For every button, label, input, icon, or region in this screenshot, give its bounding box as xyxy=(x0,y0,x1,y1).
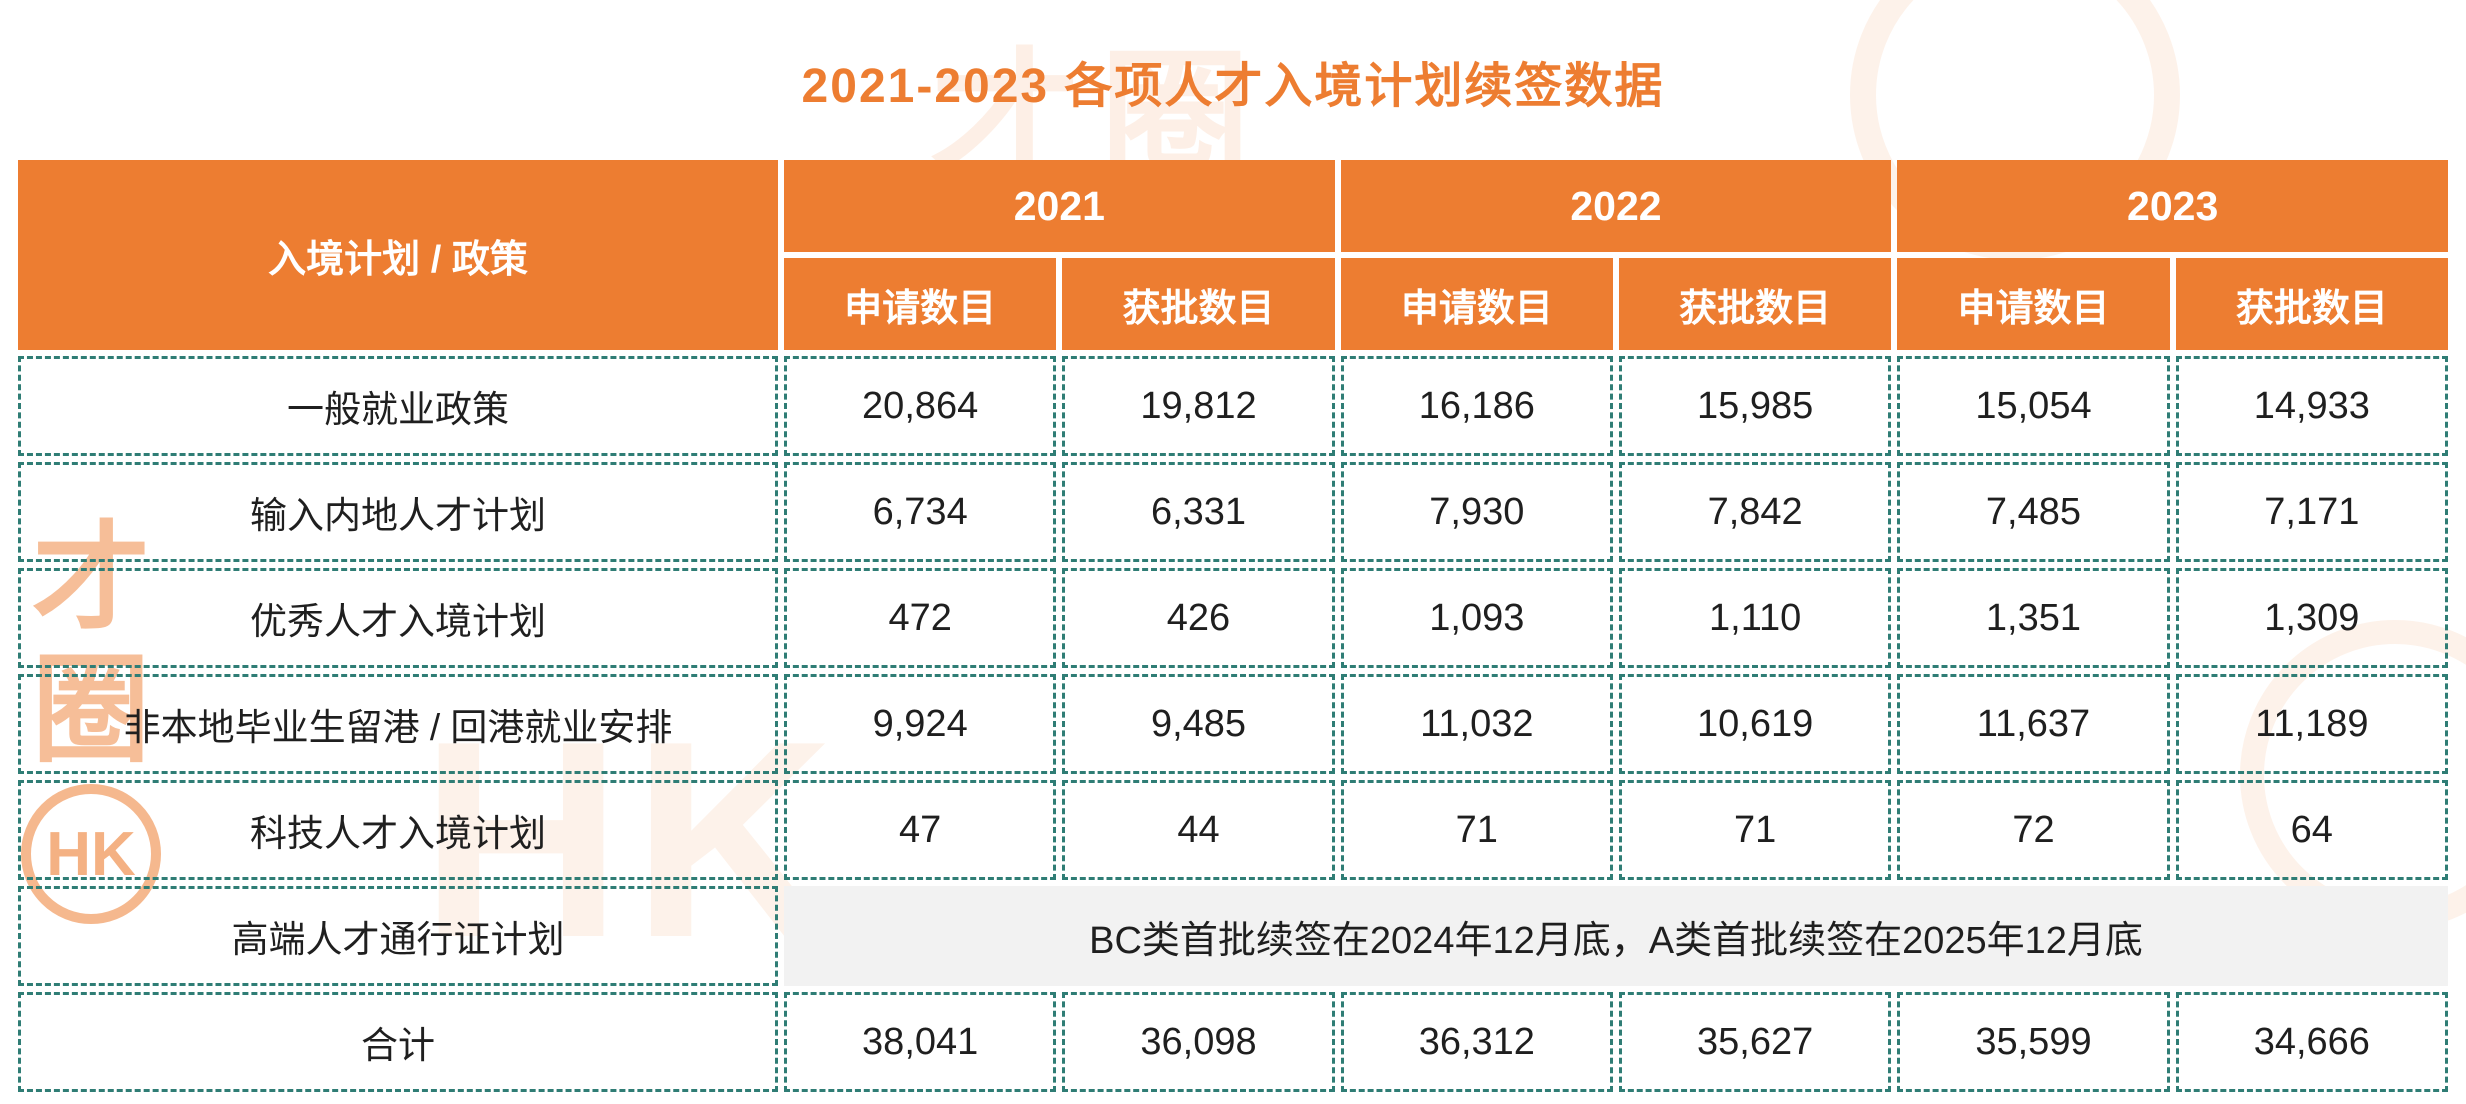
subheader-row: 申请数目 获批数目 申请数目 获批数目 申请数目 获批数目 xyxy=(18,258,2448,350)
value-cell: 44 xyxy=(1062,780,1335,880)
value-cell: 472 xyxy=(784,568,1057,668)
row-label: 高端人才通行证计划 xyxy=(18,886,778,986)
value-cell: 1,110 xyxy=(1618,568,1892,668)
value-cell: 47 xyxy=(784,780,1057,880)
data-table: 入境计划 / 政策 2021 2022 2023 申请数目 获批数目 申请数目 获批数… xyxy=(12,154,2454,1098)
header-2021-applications: 申请数目 xyxy=(784,258,1057,350)
value-cell: 7,930 xyxy=(1340,462,1613,562)
page-title: 2021-2023 各项人才入境计划续签数据 xyxy=(801,60,1665,113)
value-cell: 7,171 xyxy=(2175,462,2448,562)
value-cell: 426 xyxy=(1062,568,1335,668)
value-cell: 6,331 xyxy=(1062,462,1335,562)
row-label: 非本地毕业生留港 / 回港就业安排 xyxy=(18,674,778,774)
value-cell: 36,098 xyxy=(1062,992,1335,1092)
value-cell: 35,599 xyxy=(1897,992,2170,1092)
value-cell: 9,924 xyxy=(784,674,1057,774)
year-header-row: 入境计划 / 政策 2021 2022 2023 xyxy=(18,160,2448,350)
value-cell: 71 xyxy=(1340,780,1613,880)
value-cell: 11,189 xyxy=(2175,674,2448,774)
table-row: 科技人才入境计划 47 44 71 71 72 64 xyxy=(18,780,2448,880)
header-2022-applications: 申请数目 xyxy=(1340,258,1613,350)
value-cell: 36,312 xyxy=(1340,992,1613,1092)
value-cell: 19,812 xyxy=(1062,356,1335,456)
value-cell: 35,627 xyxy=(1618,992,1892,1092)
value-cell: 15,054 xyxy=(1897,356,2170,456)
row-label: 合计 xyxy=(18,992,778,1092)
value-cell: 11,637 xyxy=(1897,674,2170,774)
table-body: 一般就业政策 20,864 19,812 16,186 15,985 15,054 14,9… xyxy=(18,356,2448,1092)
header-year-2022: 2022 xyxy=(1340,160,1892,252)
total-row: 合计 38,041 36,098 36,312 35,627 35,599 34,666 xyxy=(18,992,2448,1092)
value-cell: 10,619 xyxy=(1618,674,1892,774)
value-cell: 6,734 xyxy=(784,462,1057,562)
value-cell: 7,485 xyxy=(1897,462,2170,562)
value-cell: 64 xyxy=(2175,780,2448,880)
value-cell: 7,842 xyxy=(1618,462,1892,562)
header-2021-approvals: 获批数目 xyxy=(1062,258,1335,350)
row-label: 一般就业政策 xyxy=(18,356,778,456)
value-cell: 14,933 xyxy=(2175,356,2448,456)
note-cell: BC类首批续签在2024年12月底，A类首批续签在2025年12月底 xyxy=(784,886,2448,986)
value-cell: 1,093 xyxy=(1340,568,1613,668)
header-year-2023: 2023 xyxy=(1897,160,2448,252)
value-cell: 11,032 xyxy=(1340,674,1613,774)
header-year-2021: 2021 xyxy=(784,160,1335,252)
value-cell: 72 xyxy=(1897,780,2170,880)
table-row: 一般就业政策 20,864 19,812 16,186 15,985 15,054 14,9… xyxy=(18,356,2448,456)
value-cell: 16,186 xyxy=(1340,356,1613,456)
value-cell: 1,351 xyxy=(1897,568,2170,668)
value-cell: 9,485 xyxy=(1062,674,1335,774)
row-label: 科技人才入境计划 xyxy=(18,780,778,880)
header-2023-applications: 申请数目 xyxy=(1897,258,2170,350)
table-row: 输入内地人才计划 6,734 6,331 7,930 7,842 7,485 7,171 xyxy=(18,462,2448,562)
header-plan-policy: 入境计划 / 政策 xyxy=(18,160,778,350)
value-cell: 38,041 xyxy=(784,992,1057,1092)
value-cell: 20,864 xyxy=(784,356,1057,456)
value-cell: 1,309 xyxy=(2175,568,2448,668)
table-header: 入境计划 / 政策 2021 2022 2023 申请数目 获批数目 申请数目 获批数… xyxy=(18,160,2448,350)
value-cell: 15,985 xyxy=(1618,356,1892,456)
value-cell: 34,666 xyxy=(2175,992,2448,1092)
row-label: 输入内地人才计划 xyxy=(18,462,778,562)
value-cell: 71 xyxy=(1618,780,1892,880)
table-row: 非本地毕业生留港 / 回港就业安排 9,924 9,485 11,032 10,619 1… xyxy=(18,674,2448,774)
row-label: 优秀人才入境计划 xyxy=(18,568,778,668)
table-row: 优秀人才入境计划 472 426 1,093 1,110 1,351 1,309 xyxy=(18,568,2448,668)
header-2022-approvals: 获批数目 xyxy=(1618,258,1892,350)
table-row: 高端人才通行证计划 BC类首批续签在2024年12月底，A类首批续签在2025年1… xyxy=(18,886,2448,986)
header-2023-approvals: 获批数目 xyxy=(2175,258,2448,350)
